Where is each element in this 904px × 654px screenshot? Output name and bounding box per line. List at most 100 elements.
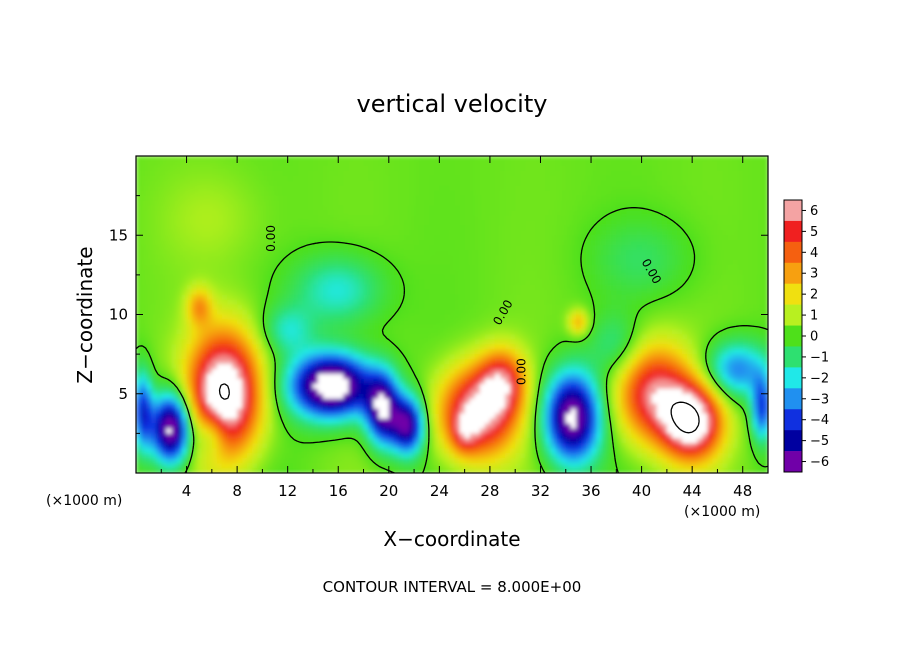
field-cell: [297, 215, 304, 221]
field-cell: [343, 230, 349, 236]
field-cell: [424, 274, 430, 281]
field-cell: [616, 339, 622, 345]
field-cell: [575, 220, 582, 226]
field-cell: [515, 319, 521, 325]
field-cell: [287, 344, 294, 350]
field-cell: [328, 269, 334, 276]
field-cell: [363, 185, 370, 192]
field-cell: [333, 304, 339, 311]
field-cell: [424, 314, 430, 321]
field-cell: [383, 235, 390, 241]
field-cell: [550, 235, 557, 241]
field-cell: [570, 264, 577, 271]
field-cell: [520, 235, 526, 241]
field-cell: [338, 245, 344, 251]
field-cell: [156, 245, 162, 251]
field-cell: [388, 334, 395, 340]
field-cell: [449, 329, 456, 335]
field-cell: [201, 180, 208, 187]
field-cell: [752, 156, 759, 162]
field-cell: [636, 314, 643, 321]
field-cell: [737, 269, 744, 276]
field-cell: [489, 156, 496, 162]
field-cell: [591, 200, 597, 207]
field-cell: [762, 299, 768, 306]
field-cell: [717, 349, 724, 355]
field-cell: [474, 250, 481, 256]
field-cell: [419, 250, 425, 256]
field-cell: [201, 220, 208, 226]
field-cell: [358, 279, 365, 286]
field-cell: [646, 205, 653, 212]
field-cell: [323, 210, 329, 217]
field-cell: [742, 324, 749, 330]
field-cell: [151, 294, 157, 301]
field-cell: [560, 225, 567, 231]
field-cell: [515, 190, 521, 197]
field-cell: [414, 279, 420, 286]
field-cell: [247, 344, 253, 350]
field-cell: [449, 175, 456, 182]
field-cell: [737, 220, 744, 226]
field-cell: [287, 160, 294, 167]
field-cell: [646, 210, 653, 217]
field-cell: [550, 299, 557, 306]
field-cell: [459, 165, 466, 172]
field-cell: [429, 274, 435, 281]
field-cell: [651, 190, 658, 197]
field-cell: [257, 235, 263, 241]
field-cell: [454, 279, 461, 286]
field-cell: [732, 334, 739, 340]
field-cell: [510, 160, 516, 167]
field-cell: [606, 329, 612, 335]
field-cell: [282, 156, 289, 162]
field-cell: [272, 279, 279, 286]
field-cell: [641, 245, 648, 251]
field-cell: [196, 210, 203, 217]
field-cell: [505, 279, 511, 286]
field-cell: [373, 260, 380, 266]
field-cell: [414, 225, 420, 231]
field-cell: [636, 156, 643, 162]
field-cell: [762, 314, 768, 321]
field-cell: [525, 230, 531, 236]
field-cell: [580, 235, 587, 241]
field-cell: [651, 260, 658, 266]
field-cell: [697, 344, 703, 350]
field-cell: [434, 339, 440, 345]
field-cell: [388, 344, 395, 350]
field-cell: [479, 264, 486, 271]
field-cell: [403, 299, 410, 306]
field-cell: [505, 255, 511, 261]
field-cell: [252, 205, 258, 212]
field-cell: [742, 210, 749, 217]
field-cell: [176, 319, 183, 325]
field-cell: [702, 235, 708, 241]
field-cell: [287, 260, 294, 266]
field-cell: [368, 225, 375, 231]
field-cell: [227, 180, 233, 187]
field-cell: [454, 314, 461, 321]
field-cell: [505, 200, 511, 207]
field-cell: [257, 324, 263, 330]
field-cell: [267, 235, 274, 241]
field-cell: [707, 185, 713, 192]
field-cell: [348, 250, 355, 256]
field-cell: [161, 225, 167, 231]
field-cell: [530, 334, 537, 340]
field-cell: [621, 289, 628, 296]
field-cell: [398, 284, 405, 291]
field-cell: [414, 180, 420, 187]
field-cell: [242, 284, 248, 291]
field-cell: [454, 319, 461, 325]
field-cell: [302, 304, 309, 311]
field-cell: [216, 225, 223, 231]
field-cell: [464, 175, 471, 182]
field-cell: [368, 250, 375, 256]
field-cell: [520, 190, 526, 197]
field-cell: [358, 215, 365, 221]
field-cell: [449, 156, 456, 162]
field-cell: [707, 175, 713, 182]
field-cell: [707, 156, 713, 162]
field-cell: [221, 299, 228, 306]
